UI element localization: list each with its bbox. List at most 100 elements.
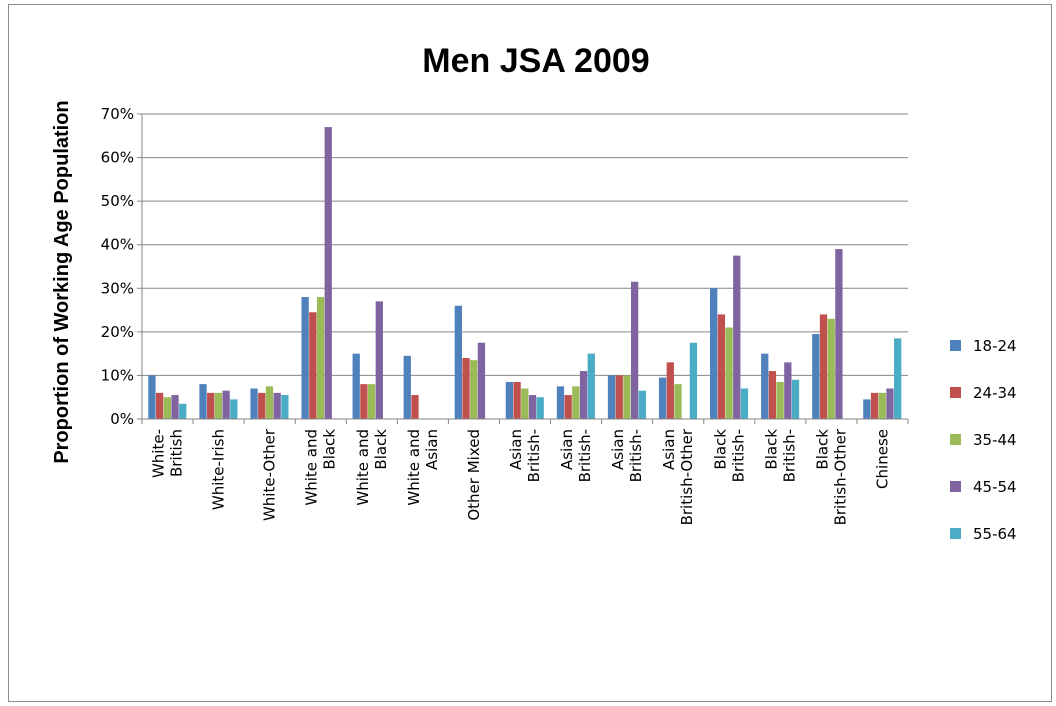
category-label-1: White-Irish [210, 429, 228, 510]
category-label-line: Black [762, 429, 780, 470]
legend-label-18-24: 18-24 [973, 337, 1017, 355]
bar-35-44-6 [470, 360, 478, 419]
category-label-line: Black [813, 429, 831, 470]
y-tick-label: 0% [110, 410, 134, 428]
category-label-8: Asian British- [558, 429, 594, 482]
bar-18-24-3 [301, 297, 309, 419]
y-axis-label: Proportion of Working Age Population [51, 100, 73, 463]
category-label-line: Black [321, 429, 339, 470]
bar-45-54-8 [579, 371, 588, 419]
bar-24-34-10 [666, 362, 674, 419]
legend-swatch-18-24 [950, 340, 961, 351]
legend: 18-24 24-34 35-44 45-54 55-64 [950, 337, 1017, 543]
bar-45-54-12 [784, 362, 792, 419]
bar-45-54-1 [222, 390, 230, 419]
legend-label-55-64: 55-64 [973, 525, 1017, 543]
gridlines [142, 113, 908, 376]
category-label-line: British- [576, 429, 594, 482]
bar-55-64-12 [791, 379, 800, 419]
bar-35-44-0 [163, 397, 171, 419]
category-label-line: British- [780, 429, 798, 482]
legend-label-35-44: 35-44 [973, 431, 1017, 449]
category-label-14: Chinese [873, 429, 891, 489]
bar-35-44-9 [623, 375, 631, 419]
category-label-line: British- [729, 429, 747, 482]
y-tick-label: 30% [101, 279, 134, 297]
legend-swatch-45-54 [950, 481, 961, 492]
bar-18-24-2 [250, 388, 258, 419]
category-label-line: British- [525, 429, 543, 482]
category-label-line: Asian [423, 429, 441, 470]
legend-swatch-55-64 [950, 528, 961, 539]
category-label-line: British [168, 429, 186, 477]
bar-45-54-0 [171, 395, 179, 419]
bar-24-34-7 [513, 381, 521, 419]
bar-24-34-9 [615, 375, 623, 419]
bar-18-24-13 [812, 334, 820, 419]
legend-label-45-54: 45-54 [973, 478, 1017, 496]
bar-18-24-1 [199, 384, 207, 419]
legend-swatch-35-44 [950, 434, 961, 445]
category-label-line: British-Other [678, 428, 696, 525]
bar-18-24-5 [403, 355, 411, 419]
category-label-3: White and Black [303, 429, 339, 506]
category-label-9: Asian British- [609, 429, 645, 482]
y-axis-ticks: 0% 10% 20% 30% 40% 50% 60% 70% [101, 105, 142, 428]
bar-18-24-14 [863, 399, 871, 419]
category-label-10: Asian British-Other [660, 428, 696, 525]
category-label-7: Asian British- [507, 429, 543, 482]
bar-18-24-11 [710, 288, 718, 419]
category-label-line: Asian [660, 429, 678, 470]
category-label-line: British-Other [831, 428, 849, 525]
chart-frame [8, 4, 1052, 702]
bar-18-24-0 [148, 375, 156, 419]
category-label-line: White and [354, 429, 372, 506]
bar-55-64-1 [230, 399, 238, 419]
chart-title: Men JSA 2009 [422, 42, 649, 80]
bar-55-64-0 [179, 403, 187, 419]
bar-24-34-6 [462, 358, 470, 419]
bar-35-44-3 [316, 297, 325, 419]
category-label-line: Asian [507, 429, 525, 470]
category-label-0: White- British [150, 429, 186, 478]
category-label-line: Asian [609, 429, 627, 470]
y-tick-label: 60% [101, 149, 134, 167]
category-label-11: Black British- [711, 429, 747, 483]
bar-24-34-1 [207, 392, 215, 419]
bar-35-44-2 [265, 386, 274, 419]
category-label-line: White-Other [261, 428, 279, 521]
bar-18-24-10 [658, 377, 667, 419]
bar-45-54-3 [324, 127, 332, 420]
y-tick-label: 70% [101, 105, 134, 123]
bar-45-54-11 [733, 255, 741, 419]
category-labels: White- British White-Irish White-Other White… [150, 428, 892, 525]
bar-24-34-11 [717, 314, 726, 419]
category-label-12: Black British- [762, 429, 798, 483]
bar-18-24-9 [607, 375, 616, 419]
bar-55-64-9 [638, 390, 646, 419]
bar-45-54-14 [886, 388, 894, 419]
bar-55-64-8 [587, 353, 595, 419]
category-label-line: Asian [558, 429, 576, 470]
bar-35-44-7 [521, 388, 529, 419]
category-label-line: White and [303, 429, 321, 506]
bar-24-34-8 [564, 395, 572, 419]
bar-24-34-5 [411, 395, 419, 419]
bar-35-44-4 [367, 384, 376, 419]
y-tick-label: 40% [101, 236, 134, 254]
category-label-line: Black [711, 429, 729, 470]
y-tick-label: 10% [101, 366, 134, 384]
bar-35-44-1 [214, 392, 223, 419]
bar-18-24-7 [505, 381, 514, 419]
bar-18-24-6 [454, 305, 462, 419]
bar-55-64-2 [281, 395, 289, 419]
bar-24-34-12 [768, 371, 777, 419]
bar-24-34-4 [360, 384, 368, 419]
legend-swatch-24-34 [950, 387, 961, 398]
bar-45-54-4 [375, 301, 383, 419]
bar-24-34-0 [155, 392, 164, 419]
bar-45-54-6 [477, 342, 486, 419]
category-label-4: White and Black [354, 429, 390, 506]
bar-45-54-9 [630, 281, 639, 419]
